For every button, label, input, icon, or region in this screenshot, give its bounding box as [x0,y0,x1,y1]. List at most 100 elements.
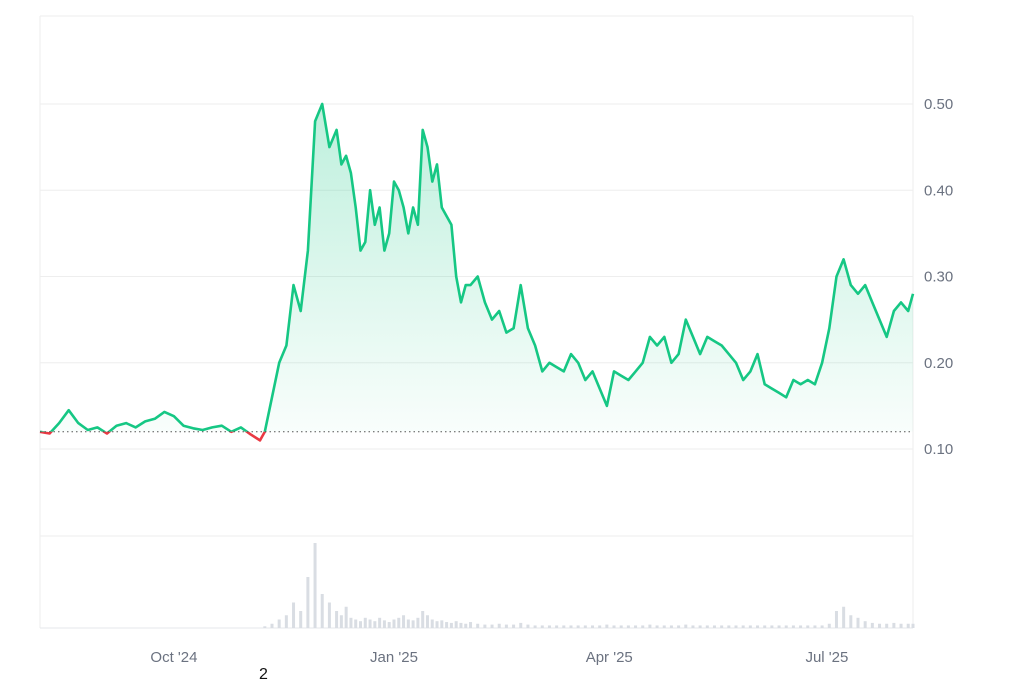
x-tick-label: Apr '25 [586,649,633,666]
volume-bar [411,620,415,628]
volume-bar [430,619,434,628]
volume-bar [569,625,573,628]
volume-bar [691,625,695,628]
volume-bar [777,625,781,628]
volume-bar [684,624,688,628]
price-line-up [40,102,915,432]
volume-bar [373,621,377,628]
volume-bar [416,617,420,628]
volume-bar [454,621,458,628]
volume-bar [299,611,303,628]
volume-bar [363,617,367,628]
x-axis-ticks: Oct '24 Jan '25 Apr '25 Jul '25 [150,649,848,666]
volume-bar [358,621,362,628]
volume-bar [459,622,463,628]
volume-bar [421,611,425,628]
volume-bar [263,626,267,628]
volume-bar [306,577,310,628]
volume-bar [277,619,281,628]
volume-bar [598,625,602,628]
volume-bar [270,623,274,628]
volume-bar [526,624,530,628]
volume-bar [490,624,494,628]
volume-bar [382,620,386,628]
volume-bar [856,617,860,628]
volume-bar [863,621,867,628]
volume-bar [655,625,659,628]
volume-bar [820,625,824,628]
volume-bar [734,625,738,628]
volume-bar [626,625,630,628]
volume-bar [720,625,724,628]
volume-bar [813,625,817,628]
volume-bar [756,625,760,628]
volume-bar [497,623,501,628]
volume-bar [392,619,396,628]
volume-bar [387,622,391,628]
volume-bar [425,615,429,628]
volume-bar [284,615,288,628]
volume-bar [870,622,874,628]
volume-bar [591,625,595,628]
price-area-fill [40,104,913,432]
volume-bar [292,602,296,628]
volume-bar [770,625,774,628]
volume-bar [397,617,401,628]
volume-bar [406,619,410,628]
x-tick-label: Oct '24 [150,649,197,666]
volume-bar [469,622,473,628]
volume-bar [476,623,480,628]
volume-bar [827,623,831,628]
volume-bar [834,611,838,628]
volume-bar [662,625,666,628]
volume-bar [906,623,910,628]
volume-bar [727,625,731,628]
volume-bar [842,606,846,628]
y-tick-label: 0.20 [924,355,953,372]
volume-bar [911,623,915,628]
volume-bar [605,624,609,628]
volume-bar [533,625,537,628]
x-tick-label: Jan '25 [370,649,418,666]
volume-bar [555,625,559,628]
volume-bar [445,622,449,628]
volume-bar [748,625,752,628]
y-tick-label: 0.40 [924,182,953,199]
volume-bar [799,625,803,628]
volume-bar [648,624,652,628]
footnote-label: 2 [259,666,268,683]
volume-bar [705,625,709,628]
volume-bar [339,615,343,628]
volume-bar [354,619,358,628]
volume-bar [335,611,339,628]
volume-bar [576,625,580,628]
volume-bar [519,622,523,628]
x-tick-label: Jul '25 [805,649,848,666]
y-tick-label: 0.10 [924,441,953,458]
volume-bar [547,625,551,628]
volume-bar [583,625,587,628]
volume-bar [677,625,681,628]
volume-bar [320,594,324,628]
volume-bar [540,625,544,628]
volume-bar [806,625,810,628]
volume-bar [313,543,317,628]
volume-bar [849,615,853,628]
volume-bar [669,625,673,628]
volume-bar [892,622,896,628]
volume-bar [349,617,353,628]
y-tick-label: 0.50 [924,96,953,113]
price-area [40,104,913,432]
volume-bar [885,623,889,628]
volume-bar [449,622,453,628]
volume-bar [878,623,882,628]
volume-bar [512,624,516,628]
volume-bar [619,625,623,628]
volume-bar [641,625,645,628]
volume-bar [712,625,716,628]
y-axis-ticks: 0.10 0.20 0.30 0.40 0.50 [924,96,953,458]
volume-bar [562,625,566,628]
volume-bar [612,625,616,628]
volume-bars [263,543,915,628]
